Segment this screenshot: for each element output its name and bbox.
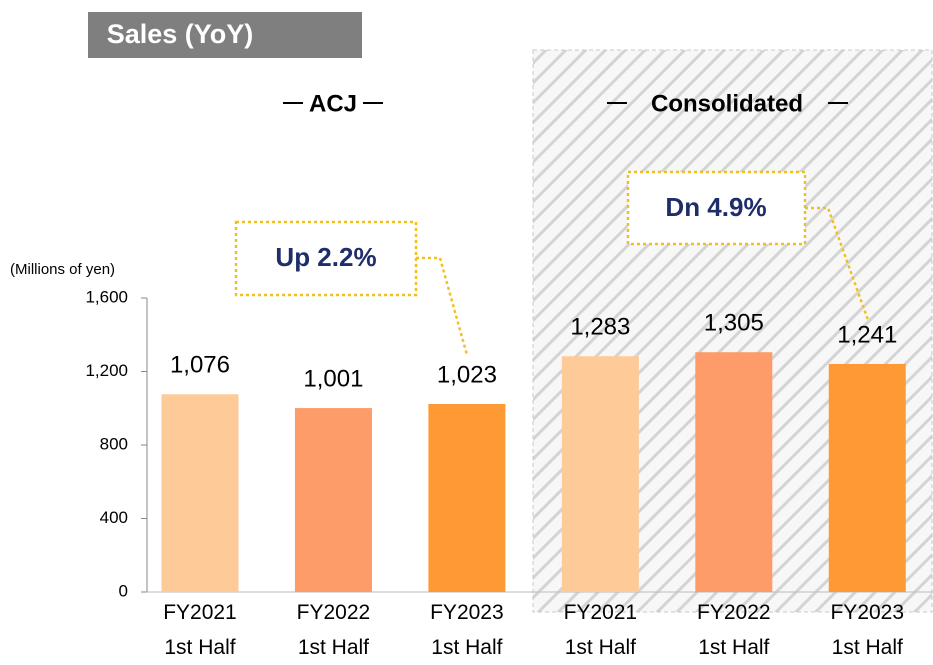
value-label: 1,076: [170, 352, 230, 379]
value-label: 1,305: [704, 310, 764, 337]
x-tick-label: FY2023 1st Half: [430, 601, 504, 659]
y-tick-label: 400: [100, 508, 128, 527]
value-label: 1,241: [837, 321, 897, 348]
bar: [561, 356, 639, 592]
callout-connector: [416, 256, 469, 356]
y-tick-label: 1,200: [85, 361, 128, 380]
group-label: Consolidated: [651, 90, 803, 117]
bar: [828, 363, 906, 592]
y-axis-label: (Millions of yen): [10, 261, 115, 278]
callout-text: Up 2.2%: [275, 242, 376, 272]
value-label: 1,001: [303, 365, 363, 392]
bar: [294, 408, 372, 592]
value-label: 1,023: [437, 361, 497, 388]
x-tick-label: FY2021 1st Half: [564, 601, 638, 659]
group-label: ACJ: [309, 90, 357, 117]
y-tick-label: 1,600: [85, 287, 128, 306]
y-tick-label: 800: [100, 434, 128, 453]
callout-connector: [805, 206, 870, 321]
bar: [695, 352, 773, 592]
value-label: 1,283: [570, 314, 630, 341]
x-tick-label: FY2021 1st Half: [163, 601, 237, 659]
callout-box: [626, 170, 807, 246]
bar: [428, 404, 506, 592]
callout-text: Dn 4.9%: [665, 192, 766, 222]
chart-title: Sales (YoY): [107, 19, 254, 49]
x-tick-label: FY2022 1st Half: [297, 601, 371, 659]
bar: [161, 394, 239, 592]
y-tick-label: 0: [119, 581, 128, 600]
x-tick-label: FY2022 1st Half: [697, 601, 771, 659]
callout-box: [234, 220, 418, 297]
title-box: [88, 12, 362, 58]
x-tick-label: FY2023 1st Half: [830, 601, 904, 659]
